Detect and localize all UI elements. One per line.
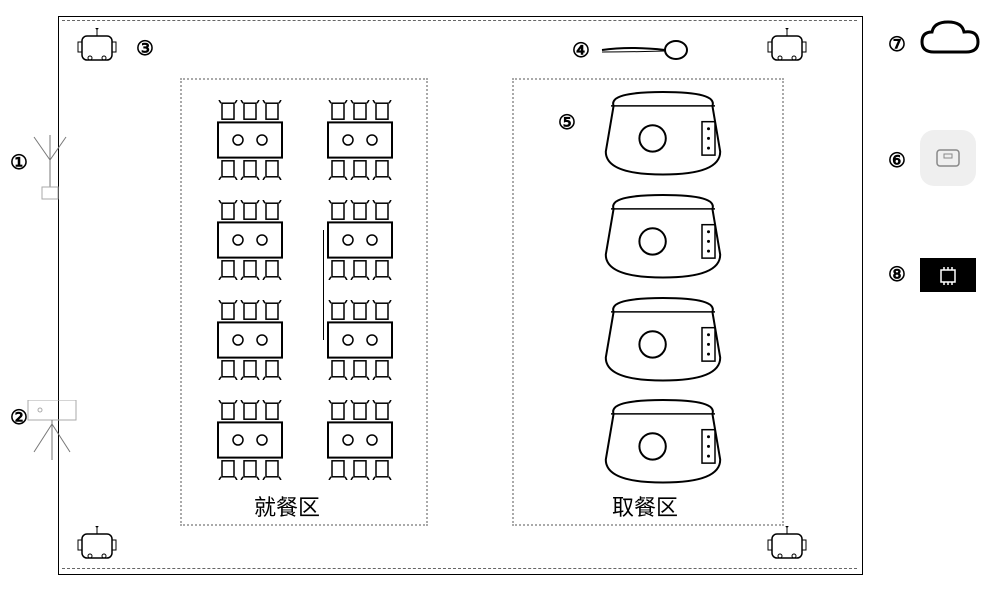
marker-3: ③ — [136, 36, 154, 61]
router-icon — [920, 130, 976, 186]
dining-table — [310, 100, 410, 180]
corner-bot — [764, 28, 810, 68]
dining-table — [200, 100, 300, 180]
frame-inner-bottom — [62, 568, 857, 570]
rice-cooker — [598, 90, 728, 178]
diagram-canvas: 就餐区 取餐区 ① ② ③ ④ ⑤ ⑥ ⑦ ⑧ — [0, 0, 1000, 591]
corner-bot — [764, 526, 810, 566]
frame-inner-top — [62, 20, 857, 22]
dining-table — [310, 300, 410, 380]
dining-table — [200, 300, 300, 380]
rice-cooker — [598, 398, 728, 486]
dining-table — [310, 200, 410, 280]
dining-table — [200, 400, 300, 480]
corner-bot — [74, 526, 120, 566]
marker-5: ⑤ — [558, 110, 576, 135]
antenna-device-2 — [24, 400, 80, 470]
marker-8: ⑧ — [888, 262, 906, 287]
dining-zone-label: 就餐区 — [254, 490, 320, 522]
antenna-device-1 — [30, 135, 70, 205]
rice-cooker — [598, 296, 728, 384]
dining-table — [200, 200, 300, 280]
spoon-icon — [600, 38, 690, 62]
marker-7: ⑦ — [888, 32, 906, 57]
cloud-icon — [918, 18, 982, 62]
chip-icon — [920, 258, 976, 292]
rice-cooker — [598, 193, 728, 281]
corner-bot — [74, 28, 120, 68]
dining-table — [310, 400, 410, 480]
pickup-zone-label: 取餐区 — [612, 490, 678, 522]
marker-6: ⑥ — [888, 148, 906, 173]
marker-1: ① — [10, 150, 28, 175]
marker-4: ④ — [572, 38, 590, 63]
